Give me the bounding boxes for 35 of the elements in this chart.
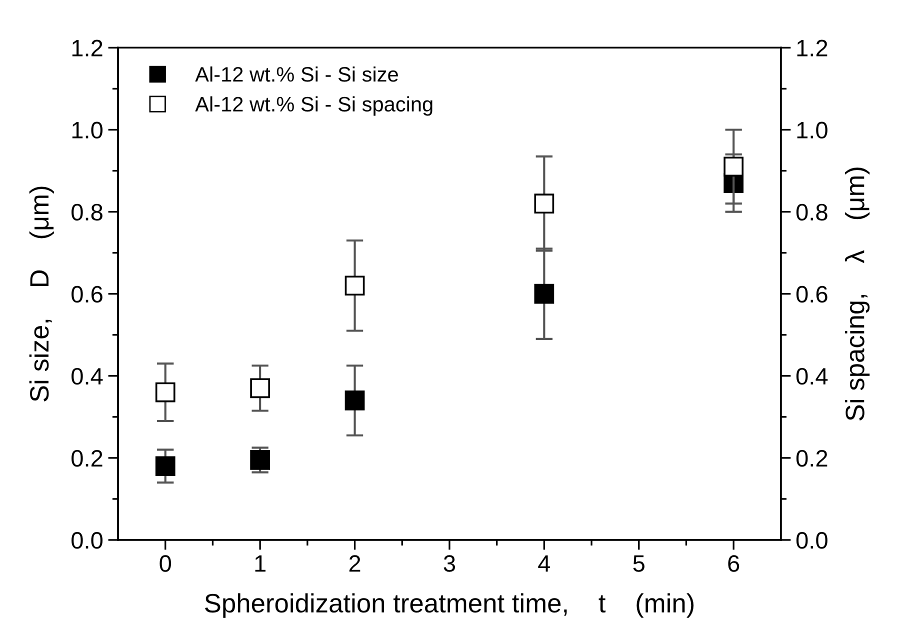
y-tick-label: 1.2 (72, 40, 102, 56)
x-tick-label: 5 (633, 555, 644, 572)
y-tick-label: 0.6 (72, 286, 102, 303)
y2-tick-label: 0.8 (796, 204, 828, 221)
y2-tick-label: 0.0 (796, 532, 828, 549)
point (534, 194, 554, 214)
point (724, 156, 744, 177)
y2-axis-title: Si spacing, λ (μm) (845, 168, 870, 420)
y2-tick-label: 0.4 (796, 368, 828, 385)
point (250, 378, 270, 398)
legend-label: Al-12 wt.% Si - Si spacing (195, 96, 432, 116)
point (534, 284, 554, 304)
legend-label: Al-12 wt.% Si - Si size (195, 66, 398, 82)
x-tick-label: 3 (444, 555, 456, 572)
point (155, 382, 176, 402)
y2-tick-label: 1.0 (797, 122, 828, 139)
x-tick-label: 4 (538, 555, 550, 572)
point (250, 450, 270, 470)
x-tick-label: 1 (255, 555, 266, 572)
y-tick-label: 0.4 (72, 368, 103, 385)
point (344, 390, 365, 410)
y2-tick-label: 0.6 (796, 286, 828, 303)
y-axis-title: Si size, D (μm) (29, 186, 54, 402)
x-axis-title: Spheroidization treatment time, t (min) (205, 593, 694, 618)
x-tick-label: 0 (160, 555, 172, 572)
y-tick-label: 0.2 (72, 450, 102, 467)
y2-tick-label: 1.2 (797, 40, 828, 56)
point (344, 276, 365, 296)
x-tick-label: 6 (728, 555, 740, 572)
y2-tick-label: 0.2 (796, 450, 828, 467)
y-tick-label: 0.0 (72, 532, 103, 549)
y-tick-label: 0.8 (72, 204, 102, 221)
x-tick-label: 2 (349, 555, 360, 572)
y-tick-label: 1.0 (72, 122, 103, 139)
point (155, 456, 176, 476)
